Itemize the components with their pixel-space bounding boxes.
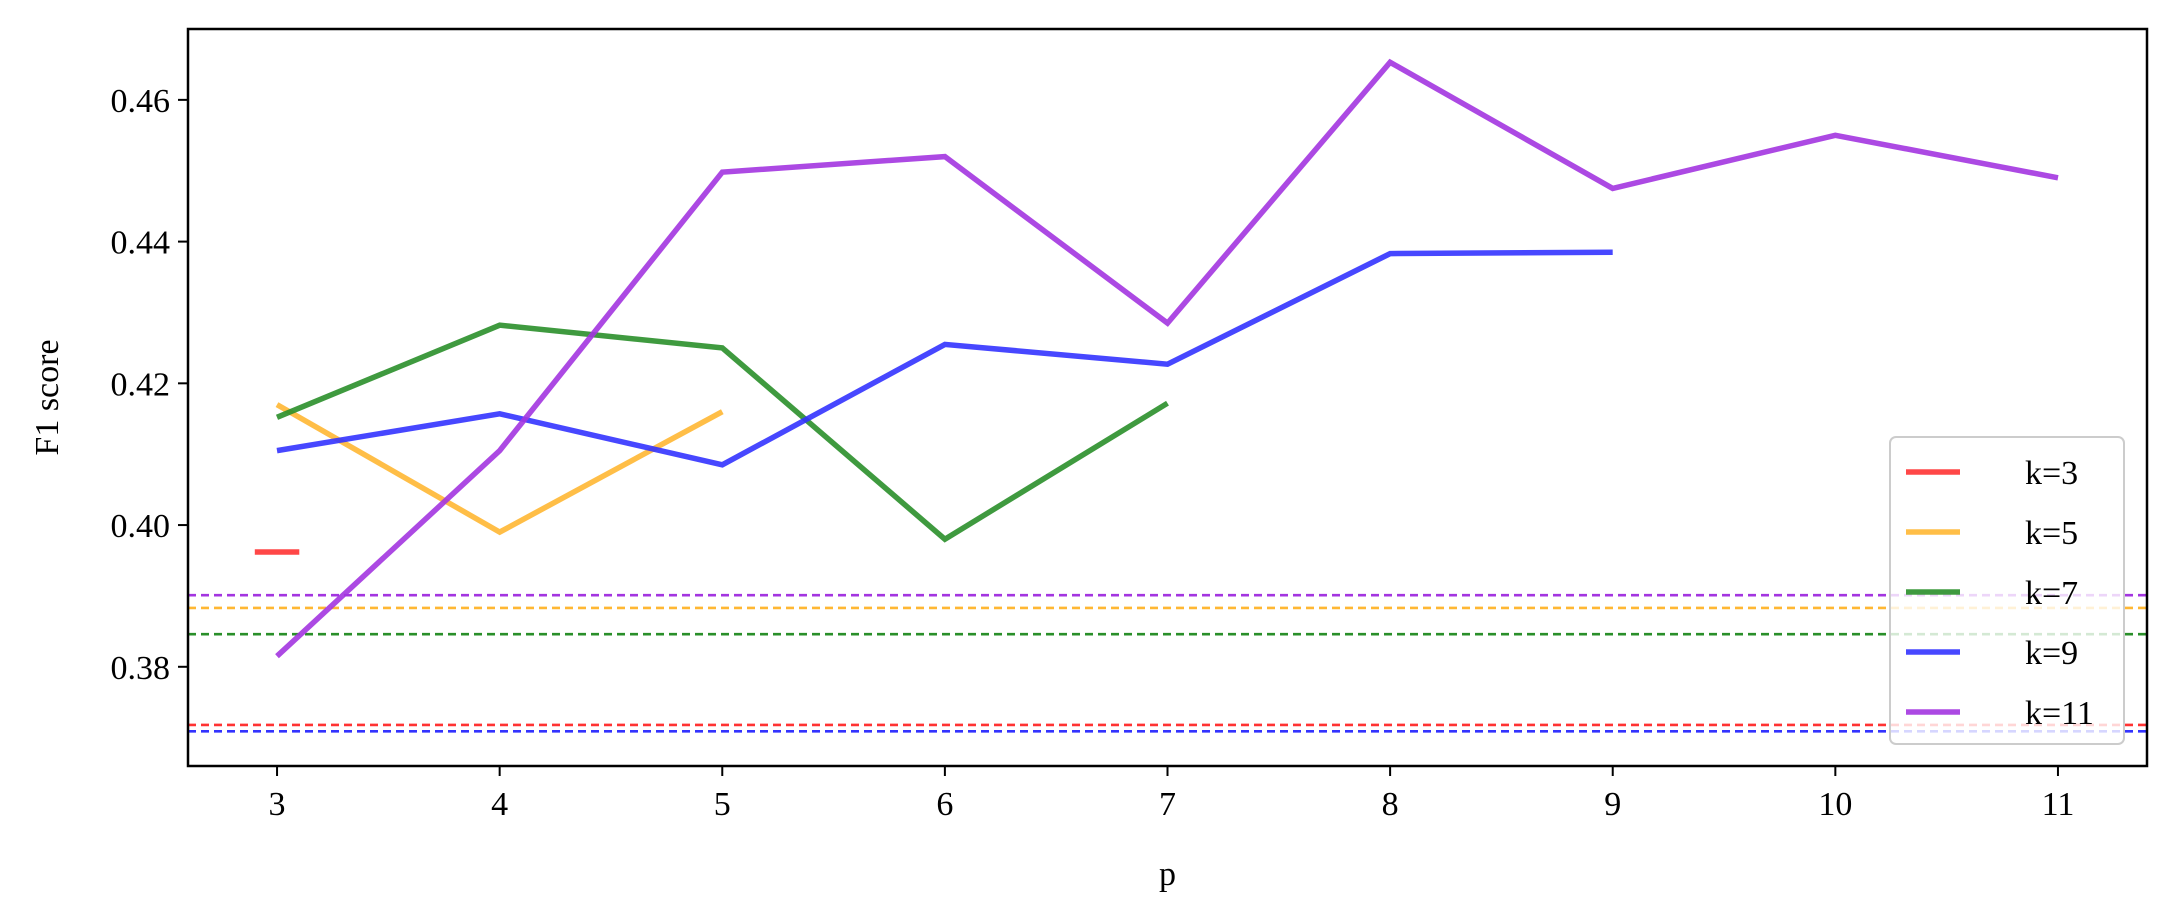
x-tick-label: 8 xyxy=(1382,786,1399,823)
series-lines xyxy=(254,58,2059,659)
x-tick-label: 7 xyxy=(1159,786,1176,823)
series-line-k=11 xyxy=(275,58,2059,659)
y-tick-label: 0.46 xyxy=(111,83,171,120)
series-line-k=5 xyxy=(275,402,724,536)
x-tick-label: 5 xyxy=(714,786,731,823)
legend-box xyxy=(1889,436,2125,745)
x-tick-label: 3 xyxy=(269,786,286,823)
y-axis: 0.38 0.40 0.42 0.44 0.46 xyxy=(111,83,188,687)
x-tick-label: 9 xyxy=(1604,786,1621,823)
y-tick-label: 0.44 xyxy=(111,225,171,262)
y-axis-label: F1 score xyxy=(29,339,66,455)
legend-label-k=9: k=9 xyxy=(2025,635,2078,672)
series-line-k=7 xyxy=(275,322,1169,543)
x-axis: 3 4 5 6 7 8 9 10 11 xyxy=(269,766,2075,823)
y-tick-label: 0.42 xyxy=(111,366,171,403)
legend-label-k=3: k=3 xyxy=(2025,455,2078,492)
y-tick-label: 0.40 xyxy=(111,508,171,545)
x-tick-label: 4 xyxy=(491,786,508,823)
x-tick-label: 6 xyxy=(936,786,953,823)
legend-label-k=11: k=11 xyxy=(2025,695,2094,732)
baseline-lines xyxy=(188,593,2147,733)
x-axis-label: p xyxy=(1159,856,1176,893)
series-line-k=9 xyxy=(276,249,1613,468)
x-tick-label: 11 xyxy=(2042,786,2075,823)
legend-label-k=5: k=5 xyxy=(2025,515,2078,552)
y-tick-label: 0.38 xyxy=(111,650,171,687)
legend-label-k=7: k=7 xyxy=(2025,575,2078,612)
legend: k=3 k=5 k=7 k=9 k=11 xyxy=(1889,436,2125,745)
x-tick-label: 10 xyxy=(1818,786,1852,823)
